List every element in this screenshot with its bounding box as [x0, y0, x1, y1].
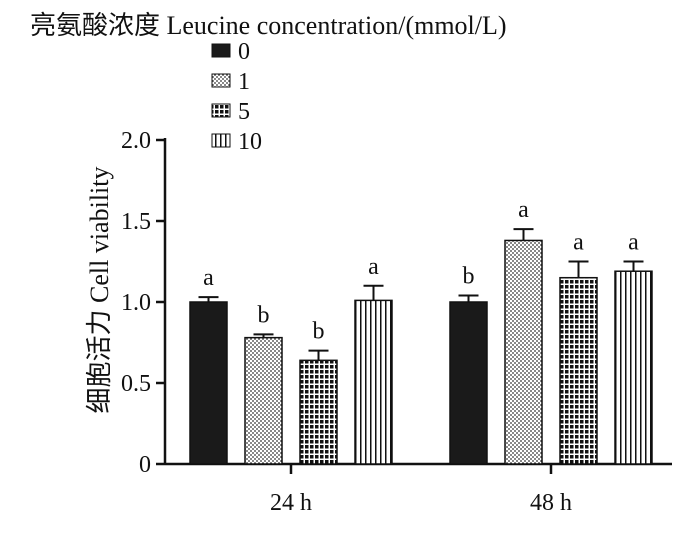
significance-label: b — [258, 302, 270, 328]
significance-label: a — [628, 230, 639, 256]
legend-entry: 5 — [238, 99, 250, 125]
y-tick-label: 1.0 — [121, 290, 151, 316]
legend-swatch — [211, 73, 231, 88]
legend-swatch — [211, 43, 231, 58]
y-tick-label: 0 — [139, 452, 151, 478]
legend-title: 亮氨酸浓度 Leucine concentration/(mmol/L) — [30, 11, 507, 40]
bar — [189, 301, 228, 465]
legend-entry: 1 — [238, 69, 250, 95]
significance-label: a — [573, 230, 584, 256]
significance-label: a — [203, 265, 214, 291]
bar — [354, 299, 393, 465]
bar — [559, 276, 598, 465]
y-tick-label: 2.0 — [121, 128, 151, 154]
legend-swatch — [211, 103, 231, 118]
significance-label: b — [463, 264, 475, 290]
plot-area: 0 0.5 1.0 1.5 2.0 a b b a 24 h b a a a 48 h — [121, 128, 672, 516]
y-axis-label: 细胞活力 Cell viability — [85, 167, 114, 414]
bar — [244, 336, 283, 465]
legend: 0 1 5 10 — [211, 39, 262, 155]
bar — [449, 301, 488, 465]
bar — [614, 270, 653, 465]
significance-label: a — [518, 197, 529, 223]
legend-swatch — [211, 133, 231, 148]
x-tick-label: 48 h — [530, 490, 572, 516]
significance-label: a — [368, 254, 379, 280]
legend-entry: 0 — [238, 39, 250, 65]
x-tick-label: 24 h — [270, 490, 312, 516]
y-tick-label: 0.5 — [121, 371, 151, 397]
significance-label: b — [313, 319, 325, 345]
bar — [504, 239, 543, 465]
legend-entry: 10 — [238, 129, 262, 155]
bar — [299, 359, 338, 465]
y-tick-label: 1.5 — [121, 209, 151, 235]
